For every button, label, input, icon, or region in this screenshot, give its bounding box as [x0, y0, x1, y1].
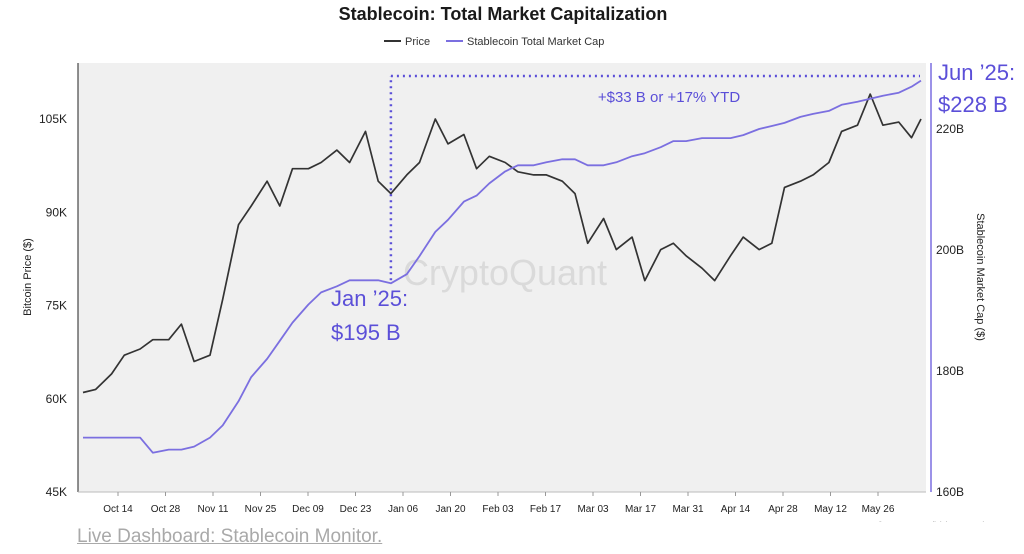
left-axis-title: Bitcoin Price ($): [22, 238, 34, 316]
x-tick-label: Feb 17: [530, 504, 562, 515]
price-line: [82, 93, 922, 394]
left-tick-label: 105K: [39, 112, 67, 126]
annotation-jan-value: $195 B: [331, 320, 401, 345]
plot-area: [78, 63, 926, 492]
x-tick-label: Nov 25: [245, 504, 277, 515]
x-tick-label: Jan 20: [435, 504, 465, 515]
x-tick-label: Oct 14: [103, 504, 133, 515]
left-tick-label: 45K: [46, 485, 67, 499]
x-tick-label: May 26: [862, 504, 895, 515]
right-tick-label: 180B: [936, 364, 964, 378]
x-tick-label: May 12: [814, 504, 847, 515]
chart-svg: Stablecoin: Total Market Capitalization P…: [22, 4, 1015, 522]
x-tick-label: Dec 23: [340, 504, 372, 515]
x-tick-label: Mar 31: [672, 504, 704, 515]
right-tick-label: 220B: [936, 122, 964, 136]
annotation-ytd: +$33 B or +17% YTD: [598, 89, 740, 106]
chart-title: Stablecoin: Total Market Capitalization: [339, 4, 668, 24]
credit-text: © CryptoQuant. All rights reserved: [878, 521, 984, 522]
legend-label: Stablecoin Total Market Cap: [467, 36, 604, 48]
annotation-jan-label: Jan ’25:: [331, 286, 408, 311]
legend-label: Price: [405, 36, 430, 48]
left-tick-label: 90K: [46, 205, 67, 219]
x-tick-label: Jan 06: [388, 504, 418, 515]
x-tick-label: Mar 17: [625, 504, 657, 515]
annotation-jun-label: Jun ’25:: [938, 60, 1015, 85]
dashboard-link[interactable]: Live Dashboard: Stablecoin Monitor.: [77, 526, 383, 547]
x-tick-label: Nov 11: [198, 504, 229, 515]
left-tick-label: 60K: [46, 392, 67, 406]
x-tick-label: Apr 28: [768, 504, 798, 515]
right-axis-title: Stablecoin Market Cap ($): [974, 213, 986, 341]
right-tick-label: 160B: [936, 485, 964, 499]
x-tick-label: Oct 28: [151, 504, 181, 515]
x-tick-label: Apr 14: [721, 504, 751, 515]
x-tick-label: Dec 09: [292, 504, 324, 515]
x-tick-label: Feb 03: [482, 504, 514, 515]
right-tick-label: 200B: [936, 243, 964, 257]
left-tick-label: 75K: [46, 299, 67, 313]
annotation-jun-value: $228 B: [938, 92, 1008, 117]
stablecoin-line: [83, 79, 922, 454]
x-tick-label: Mar 03: [577, 504, 609, 515]
watermark: CryptoQuant: [403, 252, 607, 293]
